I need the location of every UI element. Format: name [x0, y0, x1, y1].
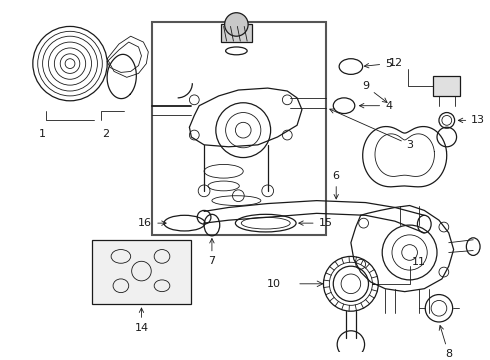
Text: 8: 8	[439, 325, 452, 359]
Bar	[152, 22, 326, 235]
Text: 6: 6	[333, 171, 340, 199]
Text: 13: 13	[458, 115, 485, 125]
Text: 14: 14	[134, 308, 148, 333]
Text: 12: 12	[389, 58, 403, 68]
Bar	[433, 76, 461, 96]
Text: 1: 1	[39, 129, 46, 139]
Text: 11: 11	[412, 257, 425, 267]
Bar	[92, 240, 192, 304]
Text: 4: 4	[360, 101, 392, 111]
Text: 15: 15	[299, 218, 333, 228]
Text: 10: 10	[267, 279, 280, 289]
Text: 2: 2	[102, 129, 109, 139]
Text: 5: 5	[365, 59, 392, 69]
Text: 3: 3	[330, 109, 414, 150]
Text: 9: 9	[362, 81, 387, 103]
Circle shape	[224, 13, 248, 36]
Text: 16: 16	[138, 218, 166, 228]
Bar	[220, 24, 252, 42]
Text: 7: 7	[208, 239, 216, 266]
